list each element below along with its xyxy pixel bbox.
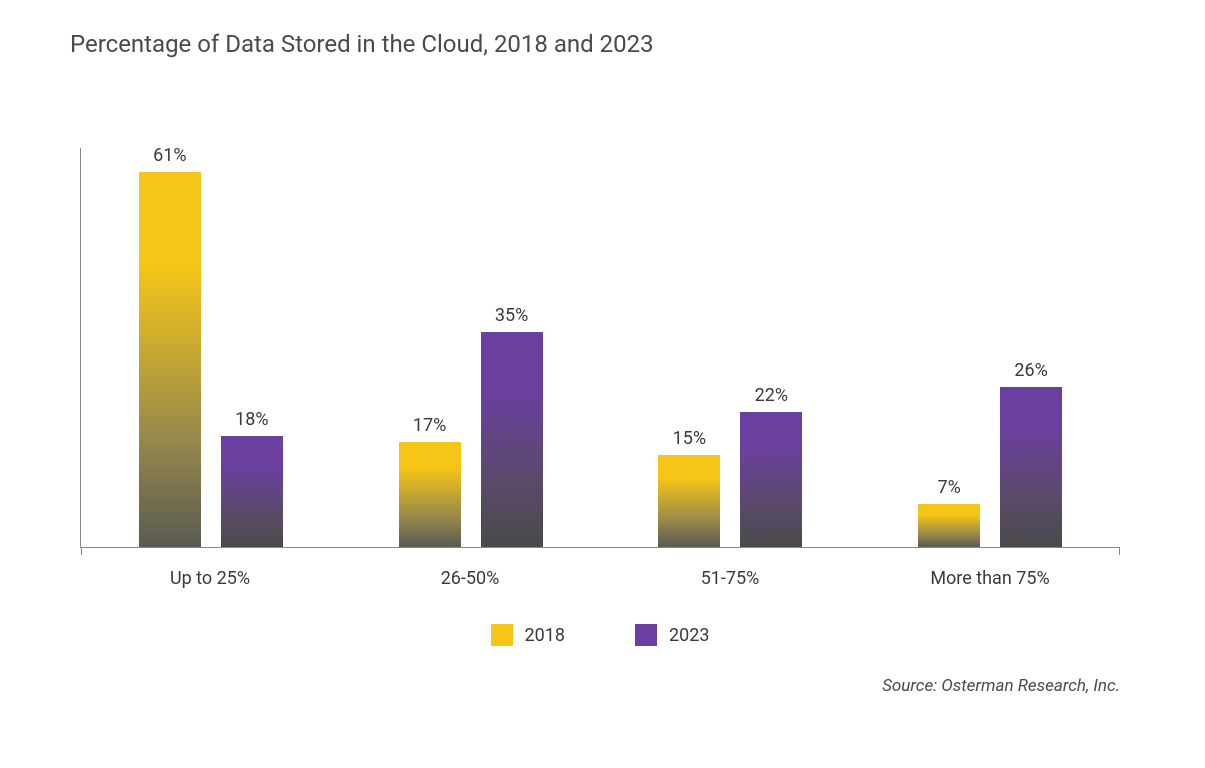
- bar-group: 7% 26%: [860, 360, 1120, 547]
- bar-group: 15% 22%: [601, 385, 861, 547]
- chart-container: Percentage of Data Stored in the Cloud, …: [70, 30, 1130, 696]
- legend-item: 2023: [635, 624, 709, 646]
- x-axis-label: 51-75%: [600, 568, 860, 589]
- legend-swatch: [491, 624, 513, 646]
- bar: [139, 172, 201, 547]
- x-axis-label: More than 75%: [860, 568, 1120, 589]
- bar-value-label: 17%: [413, 415, 446, 436]
- bar-wrap: 7%: [918, 477, 980, 547]
- bar-value-label: 26%: [1014, 360, 1047, 381]
- bar: [1000, 387, 1062, 547]
- bar-wrap: 22%: [740, 385, 802, 547]
- x-axis-labels: Up to 25%26-50%51-75%More than 75%: [80, 568, 1120, 589]
- bar-wrap: 18%: [221, 409, 283, 547]
- plot-area: 61% 18% 17% 35% 15% 22% 7% 26%: [80, 148, 1120, 548]
- bar-group: 61% 18%: [81, 145, 341, 547]
- x-axis-label: 26-50%: [340, 568, 600, 589]
- bar-wrap: 26%: [1000, 360, 1062, 547]
- bar: [918, 504, 980, 547]
- bar-value-label: 15%: [673, 428, 706, 449]
- bar-wrap: 35%: [481, 305, 543, 547]
- legend: 2018 2023: [70, 624, 1130, 646]
- bar: [658, 455, 720, 547]
- axis-tick: [81, 547, 82, 555]
- bar: [740, 412, 802, 547]
- bar-wrap: 17%: [399, 415, 461, 547]
- source-attribution: Source: Osterman Research, Inc.: [70, 676, 1130, 696]
- bar-value-label: 61%: [153, 145, 186, 166]
- legend-item: 2018: [491, 624, 565, 646]
- bar-value-label: 18%: [235, 409, 268, 430]
- legend-label: 2018: [525, 625, 565, 646]
- bar-group: 17% 35%: [341, 305, 601, 547]
- bar: [481, 332, 543, 547]
- bar-value-label: 35%: [495, 305, 528, 326]
- chart-title: Percentage of Data Stored in the Cloud, …: [70, 30, 1130, 58]
- legend-swatch: [635, 624, 657, 646]
- bar: [221, 436, 283, 547]
- bar: [399, 442, 461, 547]
- bar-value-label: 7%: [937, 477, 960, 498]
- bar-wrap: 61%: [139, 145, 201, 547]
- axis-tick: [1119, 547, 1120, 555]
- x-axis-label: Up to 25%: [80, 568, 340, 589]
- bar-wrap: 15%: [658, 428, 720, 547]
- legend-label: 2023: [669, 625, 709, 646]
- bar-groups: 61% 18% 17% 35% 15% 22% 7% 26%: [81, 148, 1120, 547]
- bar-value-label: 22%: [755, 385, 788, 406]
